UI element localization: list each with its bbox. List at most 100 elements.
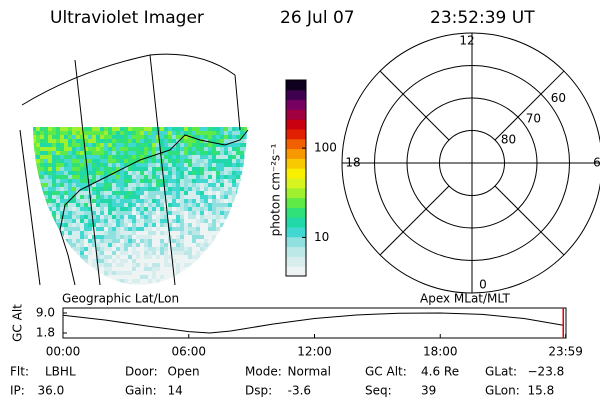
image-pixel	[204, 227, 208, 231]
image-pixel	[216, 131, 220, 135]
image-pixel	[136, 155, 140, 159]
image-pixel	[84, 183, 88, 187]
image-pixel	[44, 255, 48, 259]
image-pixel	[124, 191, 128, 195]
image-pixel	[220, 203, 224, 207]
image-pixel	[176, 159, 180, 163]
image-pixel	[172, 211, 176, 215]
image-pixel	[116, 255, 120, 259]
image-pixel	[84, 191, 88, 195]
image-pixel	[204, 279, 208, 283]
image-pixel	[152, 183, 156, 187]
image-pixel	[76, 211, 80, 215]
image-pixel	[36, 223, 40, 227]
image-pixel	[112, 199, 116, 203]
status-label: GLat:	[485, 365, 517, 379]
x-tick-label: 06:00	[171, 345, 206, 359]
image-pixel	[180, 131, 184, 135]
image-pixel	[160, 179, 164, 183]
image-pixel	[140, 187, 144, 191]
image-pixel	[96, 187, 100, 191]
image-pixel	[220, 183, 224, 187]
image-pixel	[176, 263, 180, 267]
image-pixel	[140, 127, 144, 131]
image-pixel	[216, 223, 220, 227]
image-pixel	[156, 199, 160, 203]
image-pixel	[72, 163, 76, 167]
image-pixel	[120, 155, 124, 159]
image-pixel	[244, 183, 247, 187]
image-pixel	[40, 271, 44, 275]
image-pixel	[76, 275, 80, 279]
image-pixel	[176, 167, 180, 171]
image-pixel	[124, 267, 128, 271]
image-pixel	[204, 251, 208, 255]
image-pixel	[232, 275, 236, 279]
image-pixel	[180, 151, 184, 155]
image-pixel	[160, 199, 164, 203]
image-pixel	[124, 195, 128, 199]
image-pixel	[164, 279, 168, 283]
image-pixel	[72, 199, 76, 203]
image-pixel	[152, 195, 156, 199]
image-pixel	[52, 131, 56, 135]
image-pixel	[108, 163, 112, 167]
image-pixel	[124, 231, 128, 235]
image-pixel	[84, 267, 88, 271]
image-pixel	[84, 223, 88, 227]
image-pixel	[244, 255, 247, 259]
image-pixel	[220, 159, 224, 163]
image-pixel	[236, 231, 240, 235]
image-pixel	[172, 223, 176, 227]
image-pixel	[76, 215, 80, 219]
image-pixel	[136, 239, 140, 243]
image-pixel	[116, 235, 120, 239]
image-pixel	[228, 147, 232, 151]
image-pixel	[212, 155, 216, 159]
image-pixel	[44, 283, 48, 285]
mlt-label: 0	[479, 278, 487, 292]
image-pixel	[176, 179, 180, 183]
y-axis-label: GC Alt	[11, 304, 25, 342]
image-pixel	[200, 179, 204, 183]
image-pixel	[180, 247, 184, 251]
image-pixel	[152, 243, 156, 247]
image-pixel	[100, 243, 104, 247]
image-pixel	[92, 127, 96, 131]
image-pixel	[124, 207, 128, 211]
image-pixel	[208, 259, 212, 263]
image-pixel	[160, 171, 164, 175]
image-pixel	[152, 135, 156, 139]
image-pixel	[196, 143, 200, 147]
image-pixel	[56, 139, 60, 143]
colorbar-frame	[285, 79, 307, 277]
image-pixel	[144, 227, 148, 231]
image-pixel	[204, 211, 208, 215]
image-pixel	[212, 255, 216, 259]
image-pixel	[96, 155, 100, 159]
image-pixel	[204, 231, 208, 235]
image-pixel	[240, 143, 244, 147]
image-pixel	[88, 167, 92, 171]
image-pixel	[140, 147, 144, 151]
image-pixel	[144, 159, 148, 163]
image-pixel	[184, 211, 188, 215]
image-pixel	[208, 207, 212, 211]
image-pixel	[33, 139, 36, 143]
colorbar-step	[286, 227, 306, 238]
image-pixel	[204, 199, 208, 203]
image-pixel	[52, 143, 56, 147]
image-pixel	[156, 151, 160, 155]
image-pixel	[192, 175, 196, 179]
image-pixel	[156, 135, 160, 139]
image-pixel	[144, 263, 148, 267]
image-pixel	[176, 163, 180, 167]
image-pixel	[224, 211, 228, 215]
image-pixel	[92, 219, 96, 223]
image-pixel	[164, 127, 168, 131]
image-pixel	[188, 247, 192, 251]
image-pixel	[68, 127, 72, 131]
image-pixel	[196, 203, 200, 207]
image-pixel	[44, 203, 48, 207]
image-pixel	[120, 255, 124, 259]
